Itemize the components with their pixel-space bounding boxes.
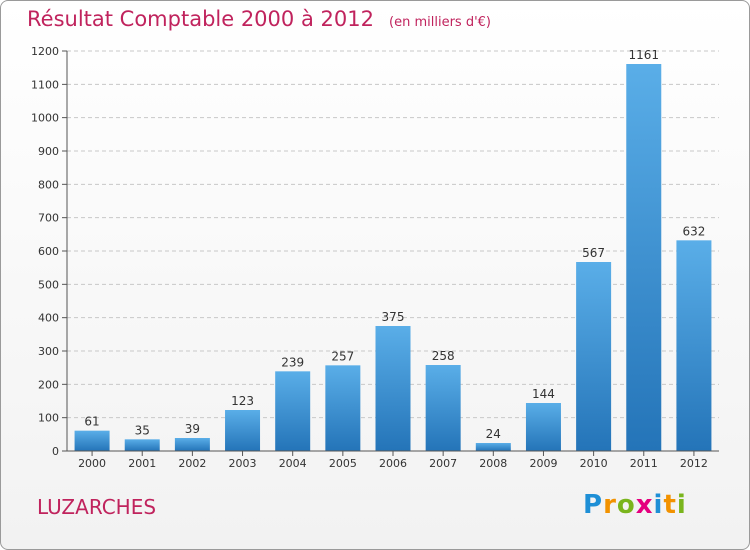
x-tick-label: 2005 [329, 457, 357, 470]
y-tick-label: 300 [38, 345, 59, 358]
y-tick-label: 1000 [31, 112, 59, 125]
data-label: 258 [432, 349, 455, 363]
data-label: 39 [185, 422, 200, 436]
bar-2006 [375, 326, 411, 451]
bar-2001 [124, 439, 160, 451]
data-label: 567 [582, 246, 605, 260]
data-label: 24 [486, 427, 501, 441]
y-tick-label: 0 [52, 445, 59, 458]
x-tick-label: 2012 [680, 457, 708, 470]
bar-2002 [174, 438, 210, 451]
bar-2004 [275, 371, 311, 451]
x-tick-label: 2002 [178, 457, 206, 470]
data-label: 239 [281, 355, 304, 369]
y-axis-ticks: 0 100 200 300 400 500 600 700 800 900 1000 1100 1200 [31, 45, 67, 458]
bar-2008 [475, 443, 511, 451]
x-tick-label: 2001 [128, 457, 156, 470]
bars: 61 35 39 123 239 257 375 258 24 144 567 1161 632 [74, 48, 712, 451]
chart-unit: (en milliers d'€) [389, 15, 491, 30]
logo-letter: r [603, 490, 617, 520]
data-label: 375 [382, 310, 405, 324]
bar-2010 [576, 262, 612, 451]
bar-2007 [425, 365, 461, 451]
bar-2000 [74, 430, 110, 451]
x-tick-label: 2007 [429, 457, 457, 470]
y-tick-label: 900 [38, 145, 59, 158]
chart-title: Résultat Comptable 2000 à 2012 [27, 7, 374, 31]
data-label: 61 [84, 415, 99, 429]
y-tick-label: 700 [38, 212, 59, 225]
y-tick-label: 800 [38, 178, 59, 191]
x-tick-label: 2000 [78, 457, 106, 470]
data-label: 632 [682, 224, 705, 238]
logo-letter: x [635, 490, 654, 520]
logo-letter: o [616, 490, 636, 520]
place-name: LUZARCHES [37, 495, 157, 519]
logo-letter: i [676, 490, 687, 520]
x-axis-ticks: 2000 2001 2002 2003 2004 2005 2006 2007 2008 2009… [78, 451, 708, 470]
x-tick-label: 2011 [630, 457, 658, 470]
y-tick-label: 400 [38, 312, 59, 325]
x-tick-label: 2009 [529, 457, 557, 470]
x-tick-label: 2006 [379, 457, 407, 470]
bar-2009 [525, 403, 561, 451]
data-label: 1161 [628, 48, 659, 62]
bar-2003 [225, 410, 261, 451]
x-tick-label: 2010 [580, 457, 608, 470]
data-label: 35 [135, 423, 150, 437]
bar-2005 [325, 365, 361, 451]
logo-letter: P [583, 490, 604, 520]
y-tick-label: 500 [38, 278, 59, 291]
logo-letter: t [663, 490, 677, 520]
y-tick-label: 200 [38, 378, 59, 391]
bar-2012 [676, 240, 712, 451]
logo-letter: i [653, 490, 664, 520]
y-tick-label: 600 [38, 245, 59, 258]
proxiti-logo: Proxiti [583, 490, 687, 520]
data-label: 257 [331, 349, 354, 363]
data-label: 144 [532, 387, 555, 401]
x-tick-label: 2008 [479, 457, 507, 470]
y-tick-label: 100 [38, 412, 59, 425]
chart-title-block: Résultat Comptable 2000 à 2012 (en milli… [27, 7, 491, 31]
y-tick-label: 1200 [31, 45, 59, 58]
x-tick-label: 2004 [279, 457, 307, 470]
x-tick-label: 2003 [229, 457, 257, 470]
y-tick-label: 1100 [31, 78, 59, 91]
bar-2011 [626, 64, 662, 451]
data-label: 123 [231, 394, 254, 408]
